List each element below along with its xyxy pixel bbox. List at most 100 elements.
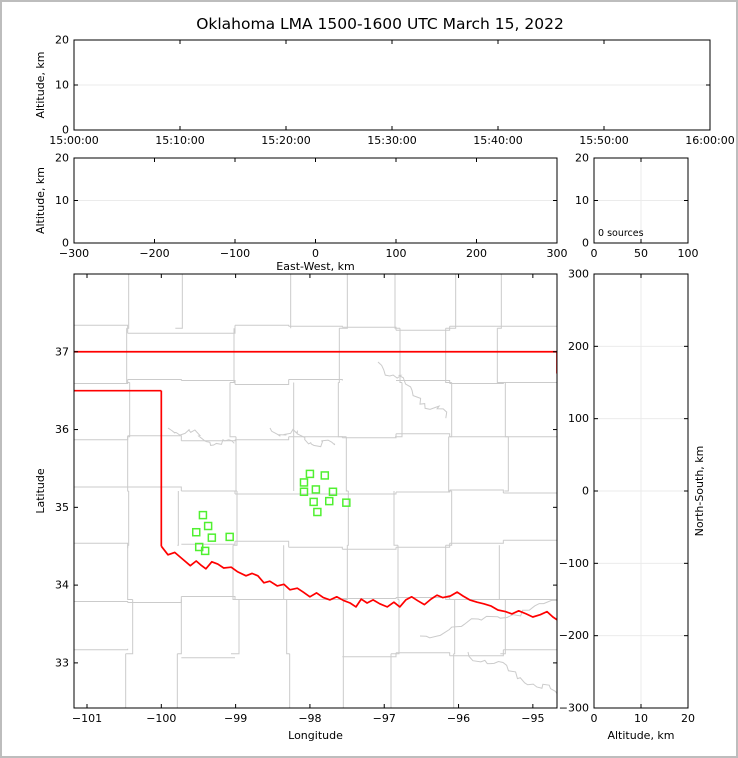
state-border — [74, 350, 557, 621]
x-tick-label: −98 — [298, 712, 321, 725]
x-axis-label: Altitude, km — [607, 729, 674, 742]
y-axis-label-right: North-South, km — [693, 446, 706, 537]
y-tick-label: 0 — [62, 237, 69, 250]
y-tick-label: 0 — [62, 124, 69, 137]
panel-plan_view_map: −101 −100 −99 −98 −97 −96 −95 33 34 35 36 37 Longitu… — [34, 273, 558, 742]
x-tick-label: −300 — [59, 247, 89, 260]
station-marker — [311, 485, 321, 494]
panels-group: 15:00:00 15:10:00 15:20:00 15:30:00 15:40:00… — [34, 34, 735, 743]
x-tick-label: 50 — [634, 247, 648, 260]
y-tick-label: 10 — [575, 194, 589, 207]
county-line — [390, 274, 403, 708]
y-tick-label: 100 — [568, 412, 589, 425]
y-tick-label: 0 — [582, 237, 589, 250]
x-tick-label: −97 — [373, 712, 396, 725]
y-tick-label: 35 — [55, 501, 69, 514]
station-marker — [225, 532, 234, 542]
x-tick-label: −100 — [146, 712, 176, 725]
axes-background — [74, 274, 557, 708]
x-tick-label: 20 — [681, 712, 695, 725]
station-marker — [198, 510, 208, 520]
station-marker — [191, 527, 201, 537]
panel-altitude_vs_east_west: −300 −200 −100 0 100 200 300 0 10 20 East-West, km… — [34, 152, 568, 274]
station-marker — [305, 469, 315, 479]
river-line — [269, 427, 336, 448]
y-tick-label: −300 — [559, 702, 589, 715]
x-tick-label: −96 — [447, 712, 470, 725]
x-tick-label: −200 — [139, 247, 169, 260]
sources-count-label: 0 sources — [598, 228, 644, 239]
x-tick-label: 0 — [312, 247, 319, 260]
y-tick-label: 200 — [568, 340, 589, 353]
y-tick-label: 37 — [55, 345, 69, 358]
x-tick-label: 300 — [547, 247, 568, 260]
station-marker — [309, 497, 318, 507]
station-marker — [203, 521, 213, 531]
y-axis-label: Latitude — [34, 468, 47, 514]
x-tick-label: −101 — [72, 712, 102, 725]
y-tick-label: 10 — [55, 79, 69, 92]
axes-frame — [73, 273, 558, 709]
y-axis-label: Altitude, km — [34, 167, 47, 234]
river-line — [419, 599, 557, 639]
station-marker — [320, 471, 330, 480]
y-tick-label: 300 — [568, 268, 589, 281]
x-tick-label: 15:00:00 — [49, 134, 98, 147]
y-tick-label: 33 — [55, 656, 69, 669]
y-tick-label: 20 — [55, 34, 69, 47]
x-tick-label: 200 — [466, 247, 487, 260]
lma-stations — [191, 469, 351, 556]
map-layers — [74, 274, 557, 708]
state-border-red-river — [160, 545, 557, 621]
river-line — [167, 427, 235, 446]
county-line — [74, 486, 557, 495]
figure-title: Oklahoma LMA 1500-1600 UTC March 15, 202… — [196, 15, 564, 33]
x-tick-label: 100 — [386, 247, 407, 260]
river-line — [377, 361, 448, 419]
station-marker — [313, 507, 322, 517]
panel-altitude_vs_time: 15:00:00 15:10:00 15:20:00 15:30:00 15:40:00… — [34, 34, 735, 148]
county-line — [74, 648, 557, 659]
y-tick-label: −100 — [559, 557, 589, 570]
x-tick-label: −95 — [521, 712, 544, 725]
river-line — [467, 651, 557, 695]
panel-north_south_vs_altitude: 0 10 20 −300 −200 −100 0 100 200 300 Altitude, km N… — [559, 268, 706, 743]
panel-altitude_source_histogram: 0 50 100 0 10 20 0 sources — [575, 152, 699, 261]
x-tick-label: 15:10:00 — [155, 134, 204, 147]
y-tick-label: 34 — [55, 579, 69, 592]
station-marker — [200, 546, 210, 556]
y-tick-label: −200 — [559, 629, 589, 642]
county-line — [74, 379, 557, 385]
y-axis-label: Altitude, km — [34, 51, 47, 118]
county-line — [125, 274, 134, 708]
x-tick-label: 100 — [678, 247, 699, 260]
station-marker — [299, 487, 309, 497]
county-line — [229, 328, 240, 655]
county-line — [175, 274, 183, 708]
county-line — [74, 433, 557, 442]
x-tick-label: 10 — [634, 712, 648, 725]
county-line — [74, 324, 557, 334]
x-axis-label: Longitude — [288, 729, 343, 742]
x-tick-label: 0 — [591, 712, 598, 725]
y-tick-label: 0 — [582, 485, 589, 498]
x-tick-label: −100 — [220, 247, 250, 260]
station-marker — [342, 498, 351, 507]
station-marker — [328, 487, 338, 497]
y-tick-label: 10 — [55, 194, 69, 207]
x-tick-label: 16:00:00 — [685, 134, 734, 147]
x-tick-label: 15:20:00 — [261, 134, 310, 147]
x-axis-label: East-West, km — [276, 260, 354, 273]
x-tick-label: −99 — [224, 712, 247, 725]
station-marker — [324, 496, 334, 506]
station-marker — [207, 533, 217, 542]
station-marker — [299, 478, 309, 487]
y-tick-label: 36 — [55, 423, 69, 436]
x-tick-label: 0 — [591, 247, 598, 260]
y-tick-label: 20 — [55, 152, 69, 165]
county-line — [74, 539, 557, 550]
x-tick-label: 15:50:00 — [579, 134, 628, 147]
y-tick-label: 20 — [575, 152, 589, 165]
x-tick-label: 15:40:00 — [473, 134, 522, 147]
